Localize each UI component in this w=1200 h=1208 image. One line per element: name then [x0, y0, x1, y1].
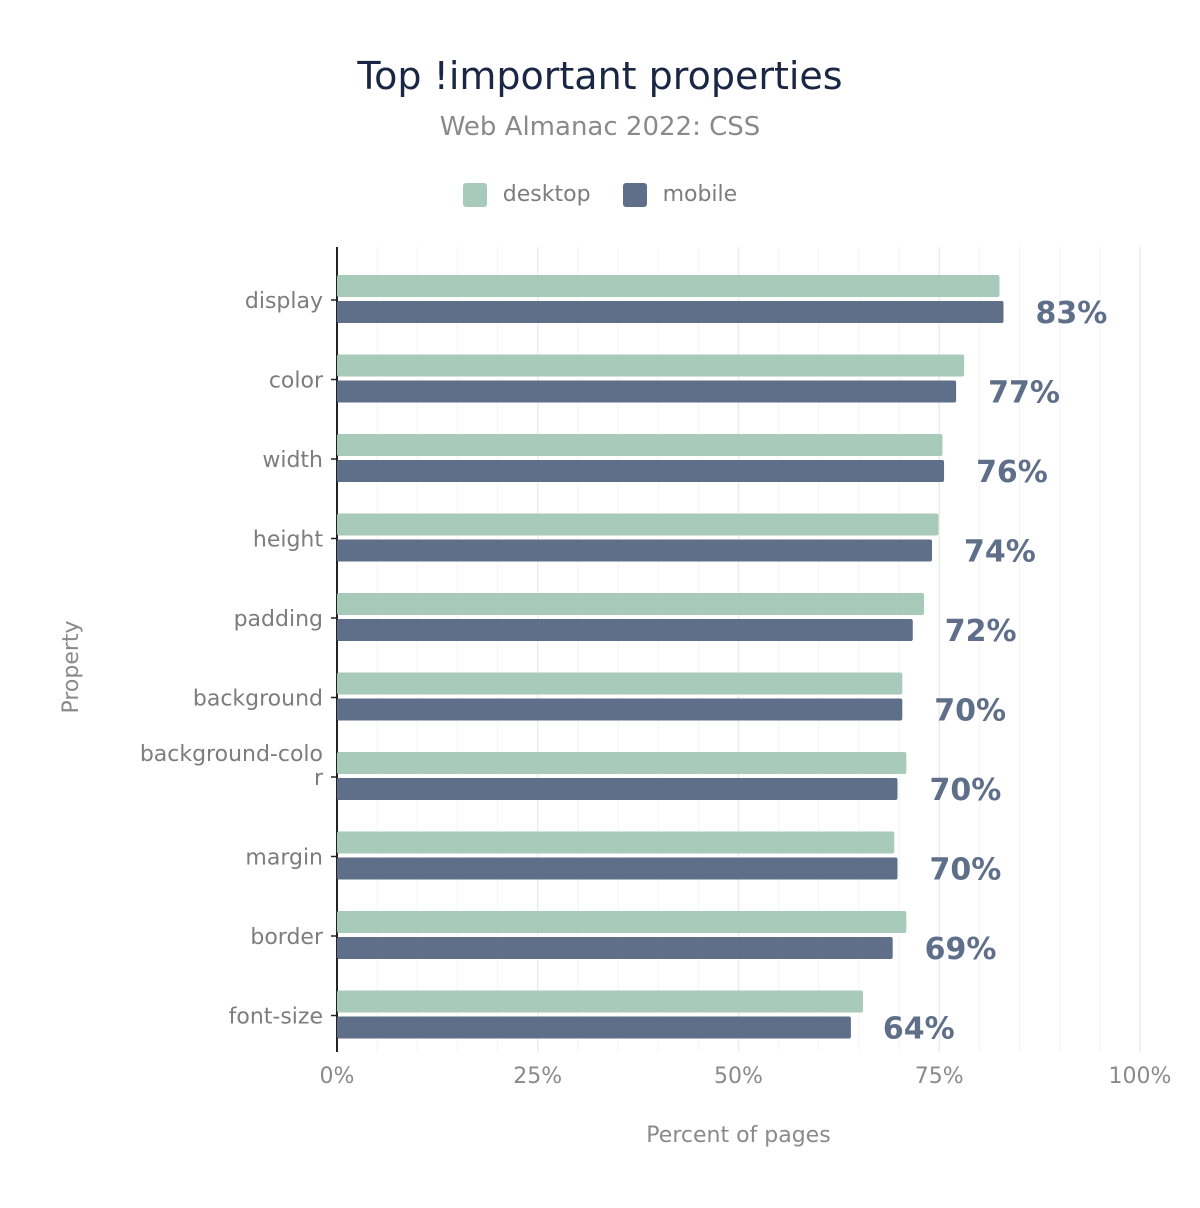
data-label: 76%: [976, 455, 1048, 490]
bar-mobile-display: [337, 301, 1004, 323]
data-label: 70%: [929, 853, 1001, 888]
category-label: height: [253, 528, 323, 553]
bar-desktop-margin: [337, 831, 895, 854]
bar-desktop-font-size: [337, 990, 863, 1013]
data-label: 70%: [929, 773, 1001, 808]
legend-item-desktop: desktop: [462, 182, 591, 207]
x-axis-label: Percent of pages: [646, 1123, 830, 1148]
category-label: font-size: [229, 1005, 323, 1030]
bar-desktop-display: [337, 275, 1000, 297]
bar-mobile-border: [337, 937, 893, 959]
bar-mobile-background-color: [337, 778, 898, 800]
x-tick-label: 50%: [714, 1064, 763, 1089]
bar-desktop-color: [337, 354, 965, 377]
x-tick-label: 75%: [915, 1064, 964, 1089]
legend-item-mobile: mobile: [622, 182, 738, 207]
legend-label-mobile: mobile: [662, 182, 738, 207]
category-label: border: [250, 925, 324, 950]
category-label: color: [269, 369, 324, 394]
bar-mobile-height: [337, 539, 933, 562]
bar-desktop-background-color: [337, 752, 907, 774]
bar-desktop-padding: [337, 593, 924, 615]
data-label: 74%: [964, 535, 1036, 570]
category-label: background: [193, 687, 323, 712]
bar-desktop-background: [337, 672, 903, 695]
category-label: margin: [245, 846, 323, 871]
data-label: 77%: [988, 376, 1060, 411]
x-tick-label: 25%: [513, 1064, 562, 1089]
x-tick-label: 0%: [320, 1064, 355, 1089]
data-label: 83%: [1035, 296, 1107, 331]
data-label: 69%: [925, 932, 997, 967]
category-label: padding: [234, 607, 323, 632]
legend-label-desktop: desktop: [502, 182, 591, 207]
x-tick-label: 100%: [1109, 1064, 1172, 1089]
bar-desktop-width: [337, 434, 943, 456]
category-label: width: [262, 448, 323, 473]
chart-subtitle: Web Almanac 2022: CSS: [439, 112, 761, 142]
bar-mobile-width: [337, 460, 945, 482]
category-label: display: [245, 289, 323, 314]
bar-mobile-font-size: [337, 1016, 851, 1039]
bar-mobile-background: [337, 698, 903, 721]
data-label: 72%: [945, 614, 1017, 649]
category-label: r: [314, 766, 324, 791]
legend-swatch-mobile: [622, 182, 647, 207]
chart-title: Top !important properties: [357, 54, 843, 98]
category-label: background-colo: [140, 742, 323, 767]
y-axis-label: Property: [59, 620, 84, 713]
legend: desktop mobile: [0, 182, 1200, 207]
data-label: 64%: [883, 1012, 955, 1047]
legend-swatch-desktop: [462, 182, 487, 207]
bar-mobile-padding: [337, 619, 913, 641]
data-label: 70%: [934, 694, 1006, 729]
bar-desktop-height: [337, 513, 939, 536]
bar-mobile-margin: [337, 857, 898, 880]
bar-desktop-border: [337, 911, 907, 933]
bar-mobile-color: [337, 380, 957, 403]
